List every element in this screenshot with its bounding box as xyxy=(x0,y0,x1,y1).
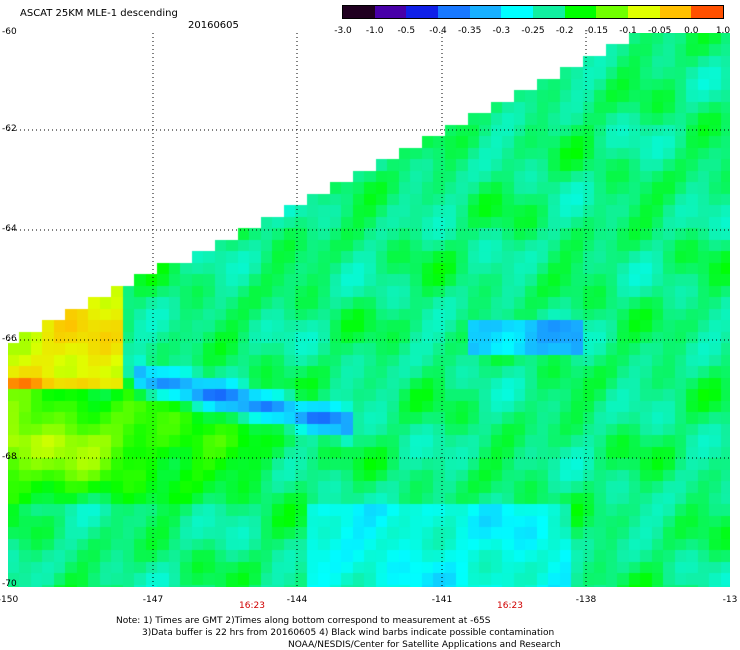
colorbar-swatch xyxy=(564,6,597,18)
colorbar-tick-label: 0.0 xyxy=(684,26,699,36)
map-grid xyxy=(8,33,730,587)
lon-label: -147 xyxy=(142,595,164,605)
colorbar-swatch xyxy=(691,6,724,18)
pass-time-label: 16:23 xyxy=(497,601,523,611)
colorbar xyxy=(342,5,724,19)
colorbar-swatch xyxy=(438,6,471,18)
lat-label: -64 xyxy=(2,224,17,234)
colorbar-swatch xyxy=(343,6,376,18)
lon-label: -13 xyxy=(722,595,738,605)
note-line-2: 3)Data buffer is 22 hrs from 20160605 4)… xyxy=(142,628,555,638)
colorbar-swatch xyxy=(406,6,439,18)
colorbar-tick-label: -0.2 xyxy=(555,26,574,36)
note-line-1: Note: 1) Times are GMT 2)Times along bot… xyxy=(116,616,491,626)
colorbar-swatch xyxy=(628,6,661,18)
colorbar-tick-label: -0.05 xyxy=(648,26,672,36)
lat-label: -62 xyxy=(2,124,17,134)
colorbar-tick-label: -1.0 xyxy=(365,26,384,36)
colorbar-tick-label: -0.3 xyxy=(492,26,511,36)
lon-label: -144 xyxy=(286,595,308,605)
colorbar-swatch xyxy=(469,6,502,18)
colorbar-swatch xyxy=(374,6,407,18)
lat-label: -66 xyxy=(2,334,17,344)
colorbar-swatch xyxy=(533,6,566,18)
lon-label: -138 xyxy=(575,595,597,605)
colorbar-tick-label: -0.4 xyxy=(429,26,447,36)
lat-label: -70 xyxy=(2,579,17,589)
lon-label: -141 xyxy=(431,595,453,605)
colorbar-tick-label: -0.35 xyxy=(458,26,482,36)
colorbar-tick-label: -0.5 xyxy=(397,26,416,36)
colorbar-tick-label: 1.0 xyxy=(715,26,731,36)
colorbar-tick-label: -3.0 xyxy=(334,26,352,36)
colorbar-swatch xyxy=(501,6,534,18)
map-date: 20160605 xyxy=(188,20,239,31)
map-title: ASCAT 25KM MLE-1 descending xyxy=(20,8,178,19)
colorbar-tick-label: -0.25 xyxy=(521,26,545,36)
mle-map-plot[interactable] xyxy=(8,33,730,587)
lat-label: -60 xyxy=(2,27,17,37)
pass-time-label: 16:23 xyxy=(239,601,265,611)
colorbar-tick-label: -0.1 xyxy=(619,26,637,36)
lat-label: -68 xyxy=(2,452,17,462)
colorbar-tick-label: -0.15 xyxy=(584,26,608,36)
colorbar-swatch xyxy=(659,6,692,18)
colorbar-swatch xyxy=(596,6,629,18)
lon-label: -150 xyxy=(0,595,19,605)
mle-heatmap xyxy=(8,33,730,587)
note-line-3: NOAA/NESDIS/Center for Satellite Applica… xyxy=(288,640,561,650)
